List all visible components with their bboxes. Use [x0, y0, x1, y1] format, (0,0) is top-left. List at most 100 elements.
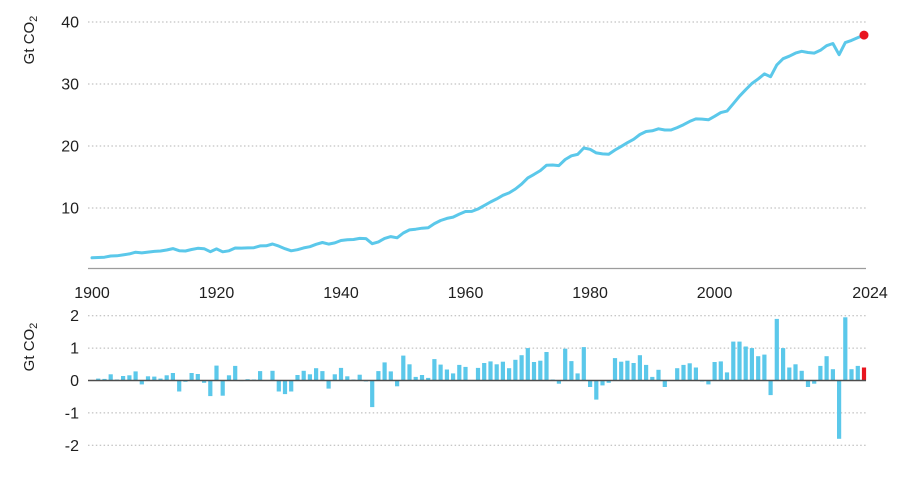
annual-change-bar — [258, 371, 263, 381]
annual-change-bar — [650, 376, 655, 381]
annual-change-bar — [706, 380, 711, 385]
y-axis-title: Gt CO2 — [21, 323, 40, 372]
top-y-tick-label: 30 — [61, 77, 79, 94]
annual-change-bar — [426, 377, 431, 381]
annual-change-bar — [712, 362, 717, 381]
top-y-tick-label: 20 — [61, 139, 79, 156]
annual-change-bar — [756, 356, 761, 381]
annual-change-bar — [600, 380, 605, 386]
annual-change-bar — [376, 371, 381, 381]
annual-change-bar — [662, 380, 667, 387]
annual-change-bar — [718, 361, 723, 381]
annual-change-bar — [538, 360, 543, 381]
annual-change-bar — [307, 374, 312, 381]
annual-change-bar — [202, 380, 207, 383]
y-axis-title: Gt CO2 — [21, 16, 40, 65]
annual-change-bar — [413, 376, 418, 381]
bottom-y-tick-label: -1 — [65, 405, 79, 422]
annual-change-bar — [781, 348, 786, 381]
annual-change-bar — [370, 380, 375, 408]
x-tick-label: 1900 — [74, 285, 110, 302]
annual-change-bar — [158, 378, 163, 381]
bottom-y-tick-label: -2 — [65, 438, 79, 455]
annual-change-bar — [737, 341, 742, 381]
annual-change-bar — [855, 365, 860, 381]
annual-change-bar — [637, 355, 642, 381]
annual-change-bar — [482, 363, 487, 381]
annual-change-bar — [208, 380, 213, 397]
annual-change-bar — [799, 370, 804, 381]
annual-change-bar — [513, 359, 518, 381]
annual-change-bar — [500, 361, 505, 381]
annual-change-bar — [432, 359, 437, 381]
annual-change-bar — [681, 364, 686, 381]
annual-change-bar — [507, 368, 512, 381]
x-tick-label: 2000 — [697, 285, 733, 302]
annual-change-bar — [563, 348, 568, 381]
annual-change-bar — [96, 378, 101, 381]
annual-change-bar — [320, 371, 325, 381]
x-tick-label: 1960 — [448, 285, 484, 302]
annual-change-bar — [762, 354, 767, 381]
annual-change-bar — [314, 368, 319, 381]
x-tick-label: 1920 — [199, 285, 235, 302]
annual-change-bar — [475, 367, 481, 381]
x-tick-label: 1940 — [323, 285, 359, 302]
annual-change-bar — [805, 380, 811, 387]
annual-change-bar — [612, 358, 618, 381]
annual-change-bar — [594, 380, 599, 400]
annual-change-bar — [214, 365, 219, 381]
annual-change-bar — [575, 373, 580, 381]
annual-change-bar — [419, 375, 425, 381]
annual-change-bar — [407, 364, 412, 381]
annual-change-bar — [494, 364, 499, 381]
annual-change-bar — [102, 378, 107, 381]
top-y-tick-label: 40 — [61, 15, 79, 32]
annual-change-bar — [189, 373, 194, 381]
annual-change-bar — [276, 380, 281, 392]
annual-change-bar — [837, 380, 842, 439]
total-emissions-line-chart: 40 30 20 10 Gt CO2 1900 1920 1940 1960 1980 2000 20… — [21, 15, 888, 303]
annual-change-bar — [830, 369, 835, 381]
annual-change-bar — [731, 341, 736, 381]
annual-change-bar — [301, 370, 306, 381]
annual-change-bar — [345, 376, 350, 381]
annual-change-bar — [457, 364, 462, 381]
annual-change-bar — [793, 364, 798, 381]
annual-change-bar — [451, 373, 456, 381]
x-tick-label: 2024 — [852, 285, 888, 302]
annual-change-bar — [818, 365, 823, 381]
annual-change-bar — [544, 352, 549, 381]
annual-change-bar — [843, 317, 848, 381]
annual-change-bar — [388, 371, 393, 381]
annual-change-bar — [812, 380, 817, 384]
annual-change-bar — [569, 361, 574, 381]
projection-bar — [861, 367, 867, 381]
annual-change-bar — [108, 374, 113, 381]
annual-change-bar — [177, 380, 182, 392]
annual-change-bar — [139, 380, 144, 385]
annual-change-bar — [849, 369, 854, 381]
annual-change-bar — [270, 370, 275, 381]
annual-change-bar — [438, 364, 443, 381]
annual-change-bar — [226, 375, 232, 381]
annual-change-bar — [332, 374, 337, 381]
projection-point — [859, 30, 869, 40]
annual-change-bar — [289, 380, 294, 392]
annual-change-bar — [519, 355, 524, 381]
annual-change-bar — [195, 374, 200, 381]
annual-change-bar — [619, 361, 624, 381]
annual-change-bar — [774, 318, 779, 381]
annual-change-bar — [220, 380, 225, 396]
annual-change-bar — [687, 363, 692, 381]
annual-change-bar — [743, 346, 748, 381]
annual-change-bar — [606, 380, 611, 383]
top-y-tick-label: 10 — [61, 201, 79, 218]
annual-change-bar — [488, 361, 493, 381]
annual-change-bar — [357, 374, 362, 381]
annual-change-bar — [338, 367, 344, 381]
annual-change-bar — [395, 380, 400, 387]
annual-change-bar — [525, 348, 530, 381]
annual-change-bar — [170, 373, 175, 381]
